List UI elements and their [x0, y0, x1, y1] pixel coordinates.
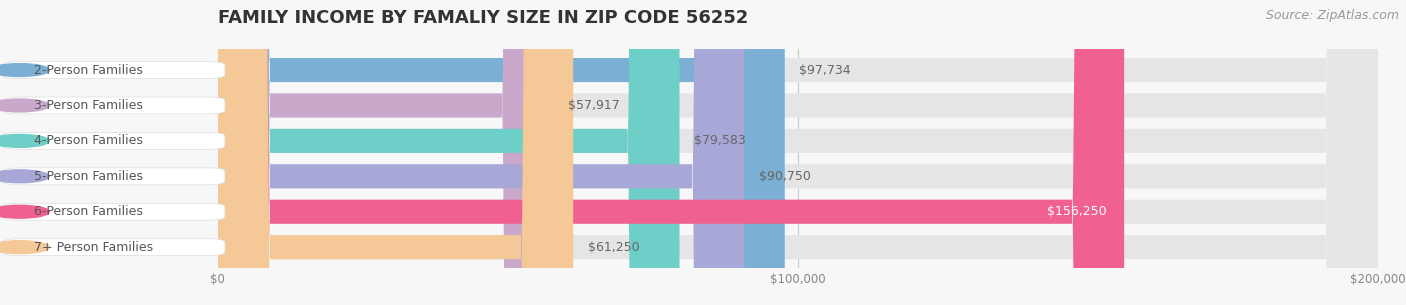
Text: 7+ Person Families: 7+ Person Families [34, 241, 153, 254]
Text: 4-Person Families: 4-Person Families [34, 135, 142, 147]
Text: 2-Person Families: 2-Person Families [34, 63, 142, 77]
FancyBboxPatch shape [218, 0, 1378, 305]
FancyBboxPatch shape [218, 0, 1378, 305]
Text: $90,750: $90,750 [759, 170, 811, 183]
FancyBboxPatch shape [218, 0, 1378, 305]
FancyBboxPatch shape [218, 0, 1378, 305]
FancyBboxPatch shape [218, 0, 1378, 305]
Text: 3-Person Families: 3-Person Families [34, 99, 142, 112]
Text: 6-Person Families: 6-Person Families [34, 205, 142, 218]
FancyBboxPatch shape [218, 0, 785, 305]
Text: FAMILY INCOME BY FAMALIY SIZE IN ZIP CODE 56252: FAMILY INCOME BY FAMALIY SIZE IN ZIP COD… [218, 9, 748, 27]
FancyBboxPatch shape [218, 0, 1125, 305]
Text: $97,734: $97,734 [799, 63, 851, 77]
Text: $156,250: $156,250 [1047, 205, 1107, 218]
FancyBboxPatch shape [218, 0, 554, 305]
FancyBboxPatch shape [218, 0, 679, 305]
Text: $61,250: $61,250 [588, 241, 640, 254]
Text: $57,917: $57,917 [568, 99, 620, 112]
FancyBboxPatch shape [218, 0, 574, 305]
Text: $79,583: $79,583 [695, 135, 745, 147]
Text: Source: ZipAtlas.com: Source: ZipAtlas.com [1265, 9, 1399, 22]
FancyBboxPatch shape [218, 0, 1378, 305]
FancyBboxPatch shape [218, 0, 744, 305]
Text: 5-Person Families: 5-Person Families [34, 170, 143, 183]
